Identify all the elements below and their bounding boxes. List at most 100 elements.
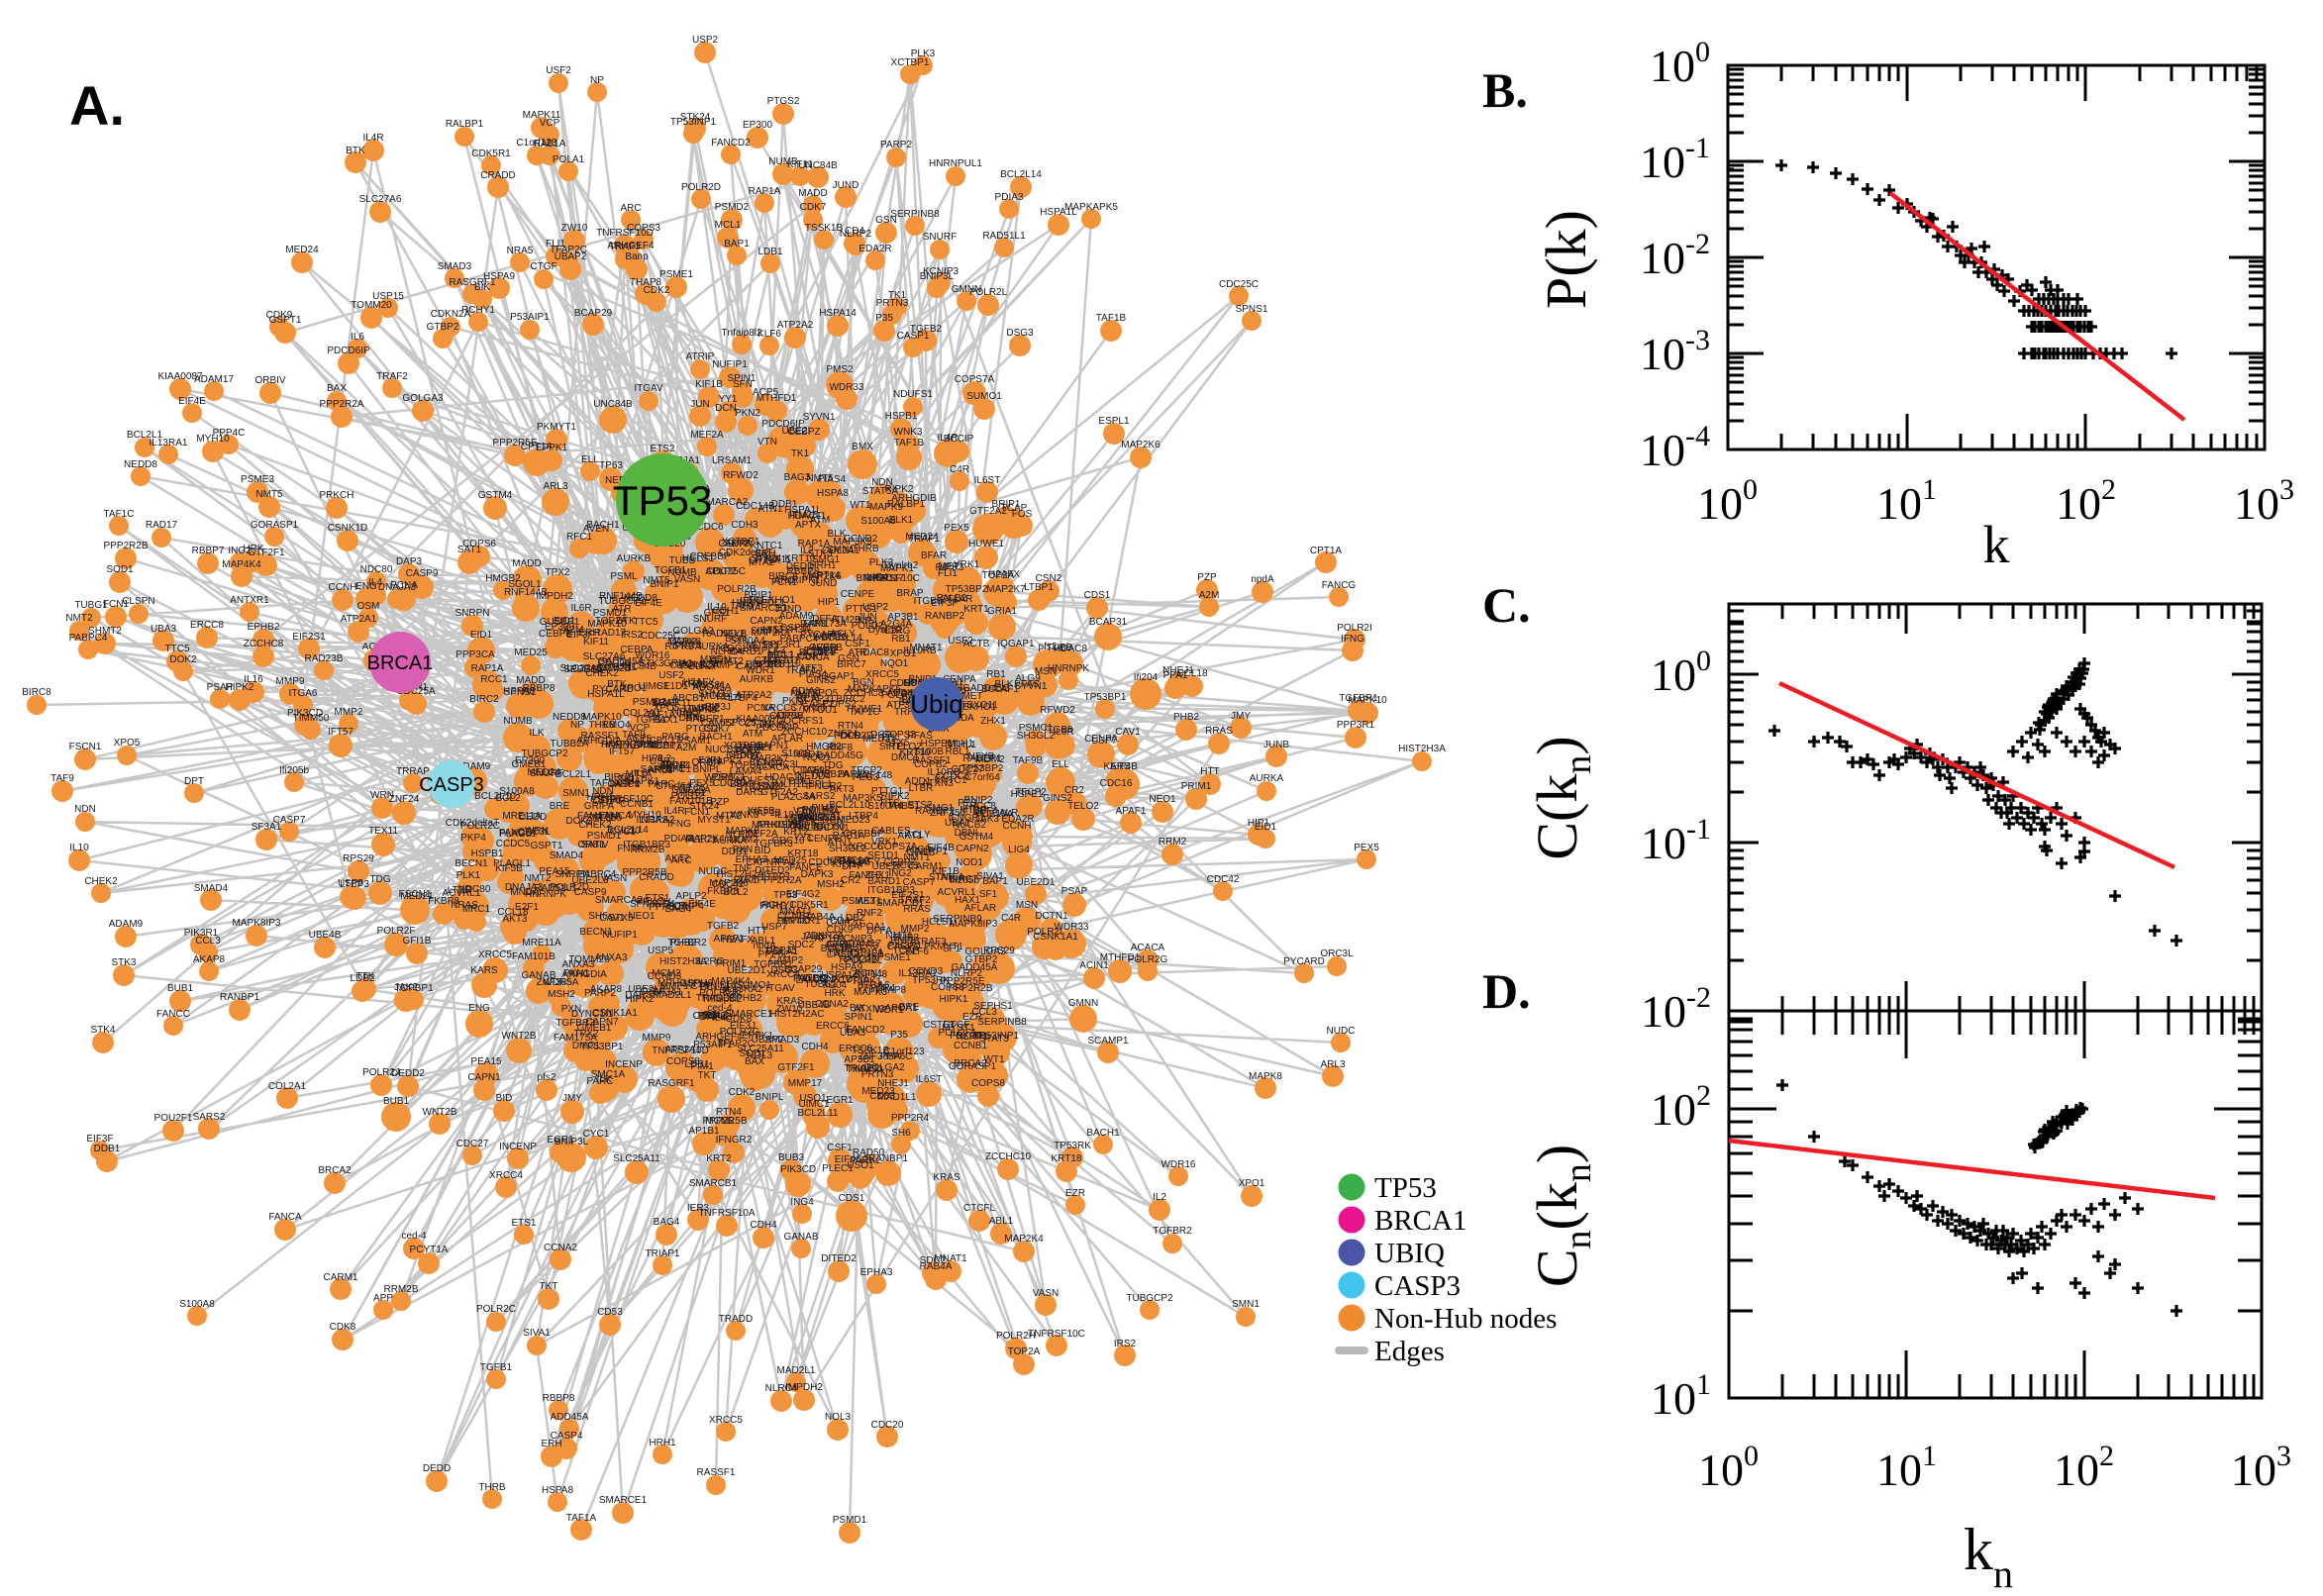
svg-text:BID: BID [496, 1093, 513, 1104]
svg-text:TCAP: TCAP [893, 946, 920, 956]
svg-text:JMY: JMY [562, 1093, 582, 1104]
svg-text:AURKA: AURKA [1250, 773, 1284, 784]
svg-text:HUWE1: HUWE1 [968, 539, 1005, 549]
svg-text:CDC25C: CDC25C [1219, 279, 1259, 290]
svg-text:ORC3L: ORC3L [517, 827, 551, 838]
svg-text:KRT1: KRT1 [963, 604, 989, 615]
svg-text:KRT14: KRT14 [833, 859, 863, 870]
svg-text:PARP2: PARP2 [880, 140, 912, 150]
svg-text:ABCB1: ABCB1 [659, 760, 692, 771]
svg-text:STX5: STX5 [884, 738, 909, 748]
svg-text:EGR1: EGR1 [547, 1135, 574, 1146]
svg-text:IRS2: IRS2 [1114, 1339, 1137, 1349]
svg-text:BUB1: BUB1 [383, 1096, 410, 1107]
svg-text:CDK8: CDK8 [330, 1322, 356, 1333]
svg-text:SPC25: SPC25 [754, 659, 785, 670]
svg-text:SIRT1: SIRT1 [751, 626, 779, 637]
svg-text:MSH2: MSH2 [548, 989, 575, 1000]
svg-text:STK3: STK3 [111, 957, 136, 968]
svg-text:XRCC4: XRCC4 [489, 1170, 523, 1181]
svg-text:CYC1: CYC1 [583, 1129, 610, 1140]
svg-text:IL2: IL2 [1153, 1192, 1166, 1203]
svg-text:NDN: NDN [74, 804, 96, 815]
svg-text:CSNK1A1: CSNK1A1 [1033, 932, 1078, 943]
svg-text:TK1: TK1 [791, 449, 810, 459]
svg-text:CAPN2: CAPN2 [956, 844, 989, 854]
svg-text:MEF2A: MEF2A [690, 430, 724, 441]
svg-text:PZP: PZP [1197, 572, 1217, 583]
svg-text:DAP3: DAP3 [396, 556, 423, 567]
svg-text:HNRNPUL1: HNRNPUL1 [929, 158, 982, 169]
svg-text:KIAA0087: KIAA0087 [157, 371, 202, 382]
svg-text:CASP9: CASP9 [406, 568, 439, 579]
svg-text:SLC27A6: SLC27A6 [560, 663, 603, 674]
svg-text:HTT: HTT [1200, 766, 1219, 777]
svg-text:TTC5: TTC5 [634, 617, 658, 628]
svg-text:BCL2L1: BCL2L1 [556, 769, 592, 780]
svg-text:IL4: IL4 [368, 577, 382, 588]
svg-text:CEBPB: CEBPB [539, 629, 572, 640]
svg-text:C7orf64: C7orf64 [964, 772, 1000, 783]
svg-text:ING4: ING4 [790, 1197, 814, 1208]
svg-text:101: 101 [1876, 1440, 1937, 1495]
svg-text:CDC16: CDC16 [772, 836, 805, 847]
svg-text:JMY: JMY [1231, 711, 1251, 722]
svg-text:TGFB2: TGFB2 [707, 921, 740, 932]
svg-text:SERPINB8: SERPINB8 [977, 1017, 1027, 1028]
svg-text:EDA2R: EDA2R [858, 244, 891, 254]
svg-text:Ifi204: Ifi204 [823, 980, 848, 991]
svg-text:BTK: BTK [346, 146, 365, 156]
svg-text:USF2: USF2 [658, 670, 684, 681]
svg-text:COPS7A: COPS7A [955, 374, 995, 385]
svg-text:KRT2: KRT2 [706, 1153, 732, 1164]
svg-text:C4R: C4R [1001, 913, 1021, 924]
svg-text:PRIM1: PRIM1 [716, 958, 747, 969]
svg-text:MMP9: MMP9 [643, 1033, 671, 1044]
svg-text:NRA5: NRA5 [507, 246, 534, 256]
svg-text:ANTXR1: ANTXR1 [230, 595, 269, 606]
svg-text:CDK7: CDK7 [800, 202, 827, 213]
svg-text:SYVN1: SYVN1 [803, 412, 836, 423]
svg-text:TGFB1: TGFB1 [480, 1362, 513, 1373]
svg-text:BCL2L11: BCL2L11 [798, 1108, 839, 1119]
svg-text:MAP2K6: MAP2K6 [1121, 440, 1161, 450]
svg-text:102: 102 [2054, 1440, 2114, 1495]
svg-text:TRAF2: TRAF2 [376, 371, 408, 382]
svg-text:BRCA2: BRCA2 [318, 1165, 352, 1176]
svg-text:AURKB: AURKB [740, 674, 774, 685]
svg-text:DPT: DPT [184, 776, 204, 787]
svg-text:DSG3: DSG3 [1006, 328, 1034, 339]
svg-text:FLI1: FLI1 [546, 239, 565, 249]
svg-text:BCAP29: BCAP29 [574, 308, 613, 319]
svg-text:FAM101B: FAM101B [512, 951, 556, 962]
svg-text:TNF: TNF [935, 872, 954, 883]
svg-text:NUDC: NUDC [699, 866, 728, 877]
svg-text:GSPT1: GSPT1 [269, 315, 302, 326]
svg-text:103: 103 [2231, 1440, 2291, 1495]
svg-text:MAPKAPK5: MAPKAPK5 [1064, 202, 1118, 213]
svg-text:CCND3: CCND3 [648, 971, 682, 982]
svg-text:RAD17: RAD17 [146, 520, 178, 531]
svg-text:npdA: npdA [1251, 574, 1274, 585]
svg-text:PTGS2: PTGS2 [767, 96, 800, 107]
svg-text:HIST2H3A: HIST2H3A [659, 956, 707, 967]
svg-text:MED24: MED24 [527, 767, 560, 778]
svg-text:IER3: IER3 [687, 1203, 710, 1214]
svg-text:CDC27: CDC27 [456, 1139, 489, 1149]
svg-text:ARL3: ARL3 [543, 481, 567, 492]
svg-text:PDIA3: PDIA3 [995, 192, 1024, 203]
svg-text:CDK5R1: CDK5R1 [471, 149, 511, 159]
svg-text:TTC5: TTC5 [165, 644, 190, 654]
svg-text:TSSK1B: TSSK1B [805, 223, 844, 234]
svg-text:PLK1: PLK1 [456, 870, 481, 881]
svg-text:MED25: MED25 [514, 648, 548, 658]
svg-text:PSME1: PSME1 [659, 269, 693, 280]
svg-text:C(kn): C(kn) [1525, 736, 1599, 859]
svg-text:USP2: USP2 [692, 35, 719, 46]
svg-text:TAF9B: TAF9B [1013, 755, 1044, 766]
svg-text:CLSPN: CLSPN [122, 596, 154, 607]
svg-text:DITED2: DITED2 [821, 1253, 857, 1264]
svg-text:BCLAF1: BCLAF1 [981, 684, 1019, 695]
svg-text:CDS1: CDS1 [839, 1193, 865, 1204]
svg-text:THAP8: THAP8 [630, 277, 662, 288]
